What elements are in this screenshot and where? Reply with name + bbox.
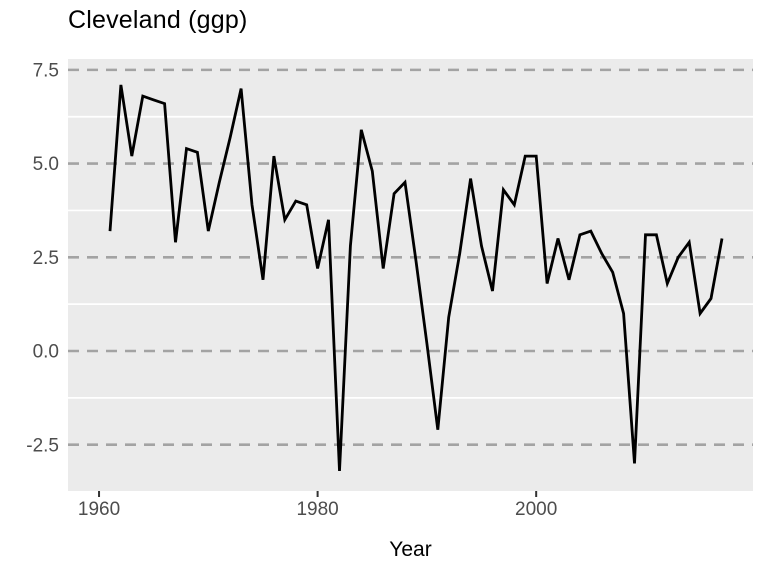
y-tick-label: 2.5	[33, 248, 59, 269]
panel-background	[68, 59, 753, 491]
y-tick-label: 7.5	[33, 61, 59, 82]
x-tick-label: 1980	[296, 499, 338, 520]
x-tick-label: 1960	[78, 499, 120, 520]
data-line	[108, 84, 724, 471]
y-tick-label: 5.0	[33, 154, 59, 175]
x-tick-label: 2000	[515, 499, 557, 520]
y-tick-label: -2.5	[26, 435, 59, 456]
y-tick-label: 0.0	[33, 342, 59, 363]
chart-title: Cleveland (ggp)	[68, 6, 248, 34]
x-axis-title: Year	[389, 538, 432, 561]
